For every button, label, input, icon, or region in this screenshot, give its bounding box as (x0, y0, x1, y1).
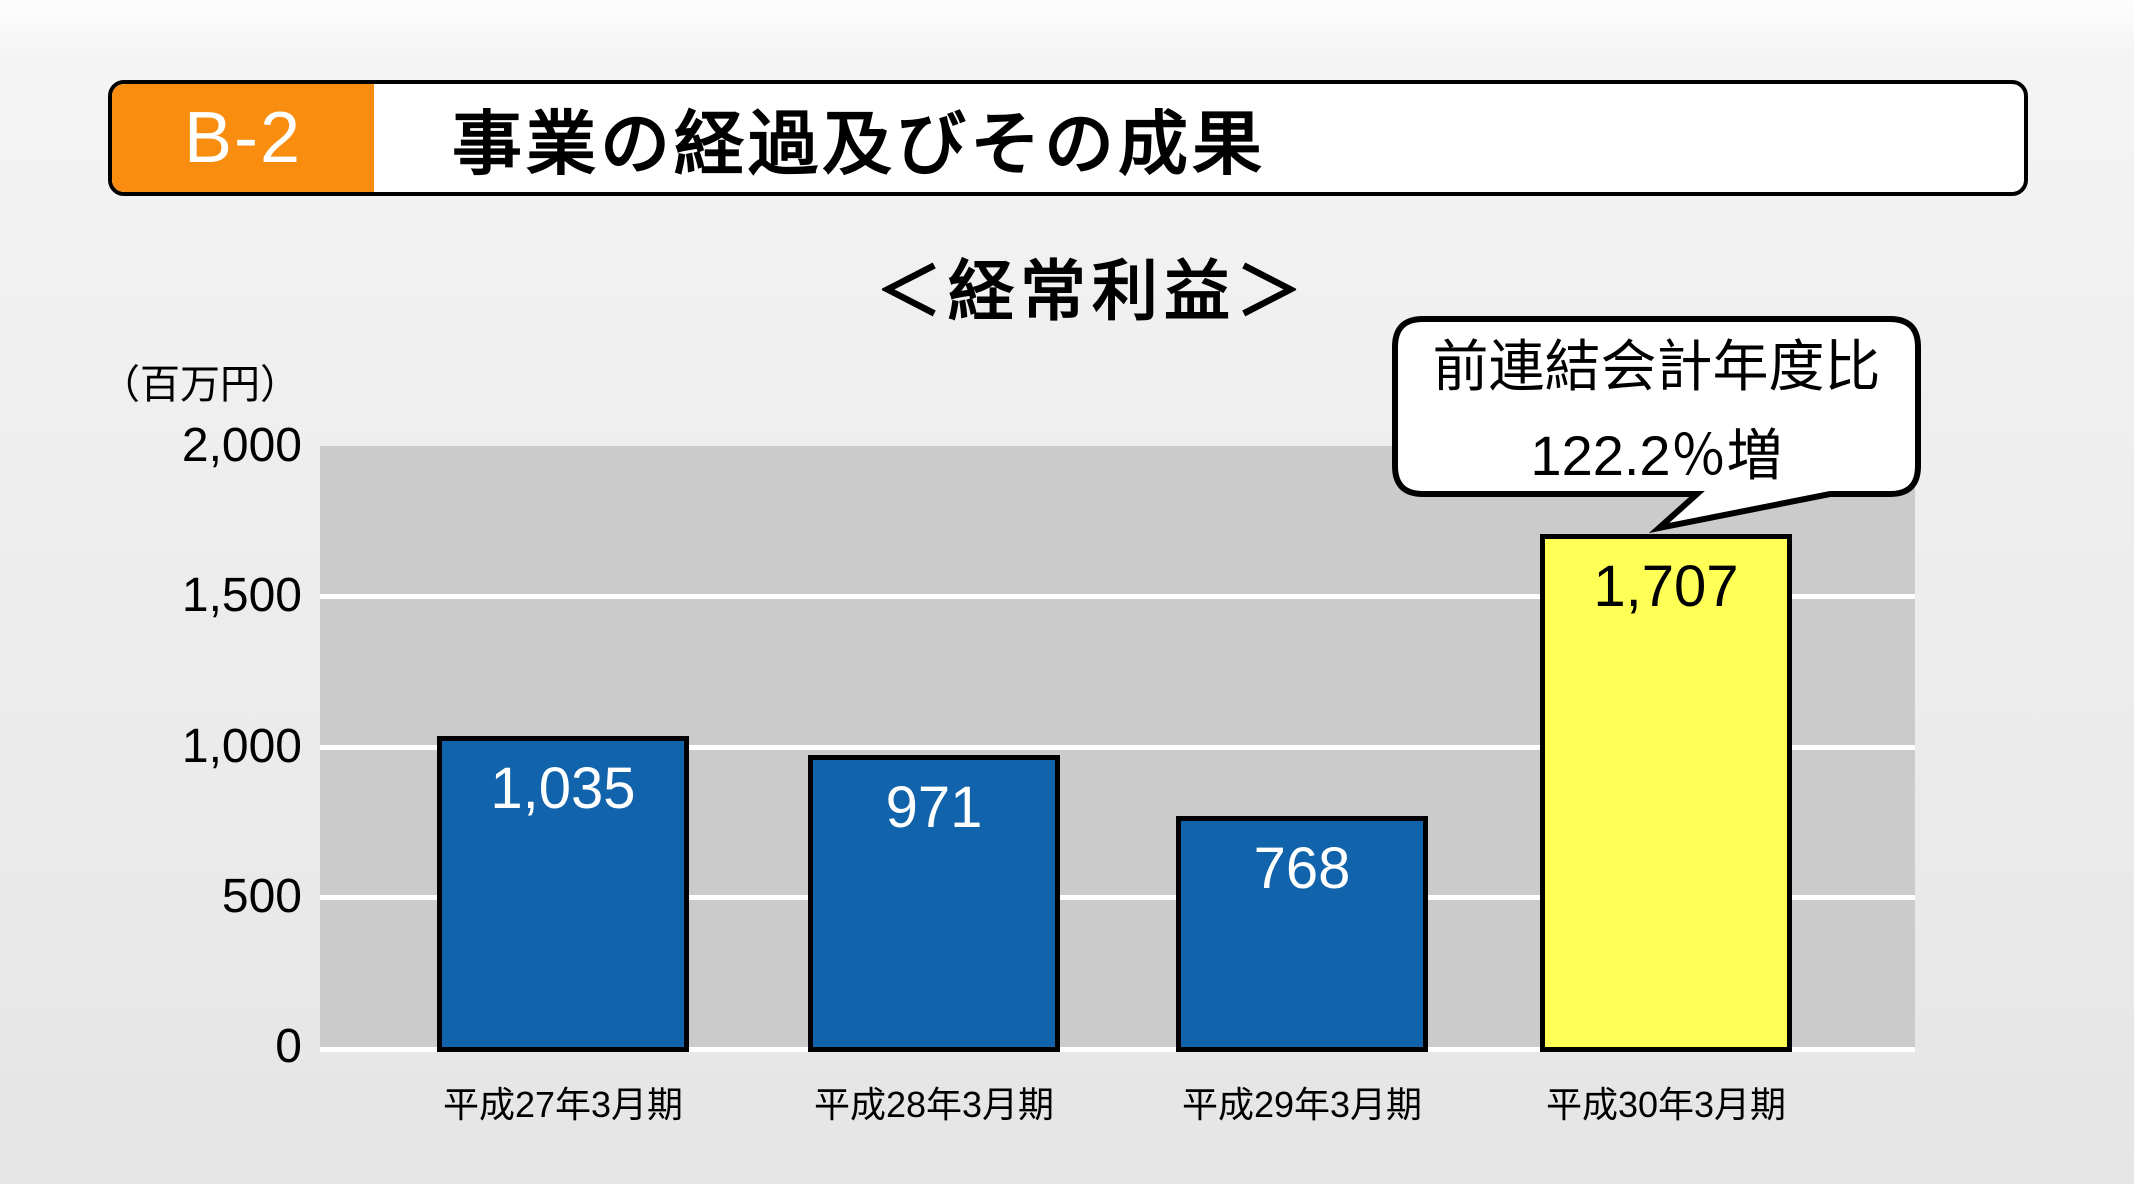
bar-value-label: 971 (885, 775, 983, 840)
y-tick-label-2000: 2,000 (181, 419, 302, 472)
bar-平成28年3月期: 971 (808, 755, 1060, 1052)
callout-bubble-text: 前連結会計年度比 122.2％増 (1395, 317, 1918, 497)
x-tick-label: 平成29年3月期 (1181, 1084, 1423, 1125)
y-axis-unit-label: （百万円） (100, 363, 300, 407)
bar-value-label: 1,035 (490, 756, 636, 821)
callout-line-1: 前連結会計年度比 (1432, 335, 1881, 398)
bar-平成27年3月期: 1,035 (437, 736, 689, 1052)
gridline-1000 (320, 744, 1915, 750)
bar-value-label: 768 (1253, 836, 1351, 901)
header-box: B-2 事業の経過及びその成果 (108, 80, 2028, 196)
gridline-1500 (320, 594, 1915, 600)
y-tick-label-0: 0 (275, 1020, 302, 1073)
header-badge: B-2 (112, 84, 374, 192)
header-title: 事業の経過及びその成果 (452, 104, 1266, 183)
chart-title: ＜経常利益＞ (876, 254, 1308, 328)
bar-value-label: 1,707 (1593, 554, 1739, 619)
x-tick-label: 平成28年3月期 (813, 1084, 1055, 1125)
y-tick-label-1000: 1,000 (181, 719, 302, 773)
bar-平成29年3月期: 768 (1176, 816, 1428, 1052)
y-tick-label-1500: 1,500 (181, 569, 302, 623)
gridline-500 (320, 894, 1915, 900)
y-tick-label-500: 500 (221, 869, 302, 923)
bar-平成30年3月期: 1,707 (1540, 534, 1792, 1052)
x-tick-label: 平成30年3月期 (1545, 1084, 1787, 1125)
callout-line-2: 122.2％増 (1530, 424, 1783, 487)
x-tick-label: 平成27年3月期 (442, 1084, 684, 1125)
x-axis-baseline (320, 1047, 1915, 1052)
